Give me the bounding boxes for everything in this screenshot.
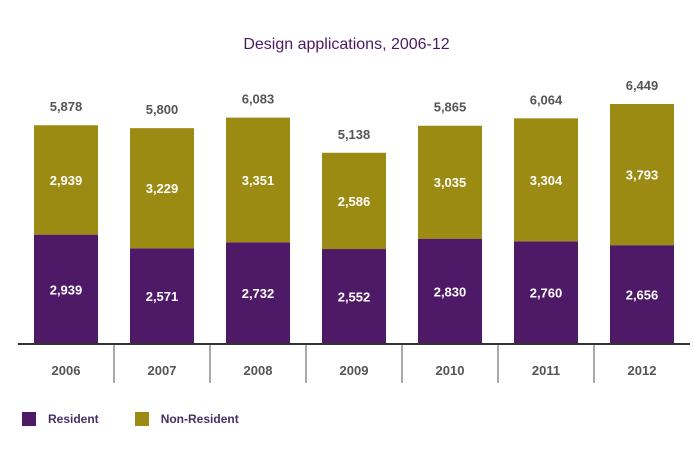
x-tick-label-2006: 2006: [52, 363, 81, 378]
legend-item-non-resident: Non-Resident: [134, 412, 239, 426]
bar-resident-2008: [226, 242, 290, 344]
legend-swatch-non-resident: [134, 412, 149, 426]
value-label-resident-2008: 2,732: [242, 286, 275, 301]
bar-resident-2007: [130, 248, 194, 344]
value-label-resident-2009: 2,552: [338, 290, 371, 305]
value-label-resident-2006: 2,939: [50, 282, 83, 297]
bar-resident-2011: [514, 241, 578, 344]
bar-non-resident-2011: [514, 118, 578, 242]
legend-swatch-resident: [22, 412, 36, 426]
bar-resident-2010: [418, 238, 482, 344]
x-tick-label-2011: 2011: [532, 363, 560, 378]
bar-non-resident-2010: [418, 125, 482, 239]
total-label-2006: 5,878: [50, 99, 83, 114]
total-label-2007: 5,800: [146, 102, 179, 117]
total-label-2009: 5,138: [338, 127, 371, 142]
x-tick-label-2008: 2008: [244, 363, 273, 378]
value-label-resident-2011: 2,760: [530, 286, 563, 301]
value-label-resident-2010: 2,830: [434, 284, 467, 299]
legend-item-resident: Resident: [22, 412, 99, 426]
value-label-non-resident-2006: 2,939: [50, 173, 83, 188]
value-label-non-resident-2010: 3,035: [434, 175, 467, 190]
bar-non-resident-2007: [130, 128, 194, 249]
total-label-2010: 5,865: [434, 100, 467, 115]
total-label-2012: 6,449: [626, 78, 659, 93]
x-tick-label-2007: 2007: [148, 363, 177, 378]
bar-non-resident-2009: [322, 152, 386, 250]
value-label-resident-2007: 2,571: [146, 289, 179, 304]
legend-label-non-resident: Non-Resident: [160, 412, 239, 426]
legend: Resident Non-Resident: [22, 412, 275, 426]
x-tick-label-2009: 2009: [340, 363, 369, 378]
x-tick-label-2010: 2010: [436, 363, 465, 378]
chart-title: Design applications, 2006-12: [243, 36, 450, 53]
value-label-non-resident-2007: 3,229: [146, 181, 179, 196]
bar-resident-2009: [322, 249, 386, 344]
bar-non-resident-2012: [610, 104, 674, 246]
value-label-non-resident-2011: 3,304: [530, 173, 563, 188]
bar-resident-2012: [610, 245, 674, 344]
value-label-non-resident-2008: 3,351: [242, 173, 275, 188]
total-label-2008: 6,083: [242, 92, 275, 107]
bar-non-resident-2008: [226, 117, 290, 243]
value-label-resident-2012: 2,656: [626, 288, 659, 303]
bar-non-resident-2006: [34, 125, 98, 235]
bar-resident-2006: [34, 234, 98, 344]
total-label-2011: 6,064: [530, 92, 563, 107]
value-label-non-resident-2009: 2,586: [338, 194, 371, 209]
value-label-non-resident-2012: 3,793: [626, 168, 659, 183]
x-tick-label-2012: 2012: [628, 363, 657, 378]
legend-label-resident: Resident: [48, 412, 99, 426]
